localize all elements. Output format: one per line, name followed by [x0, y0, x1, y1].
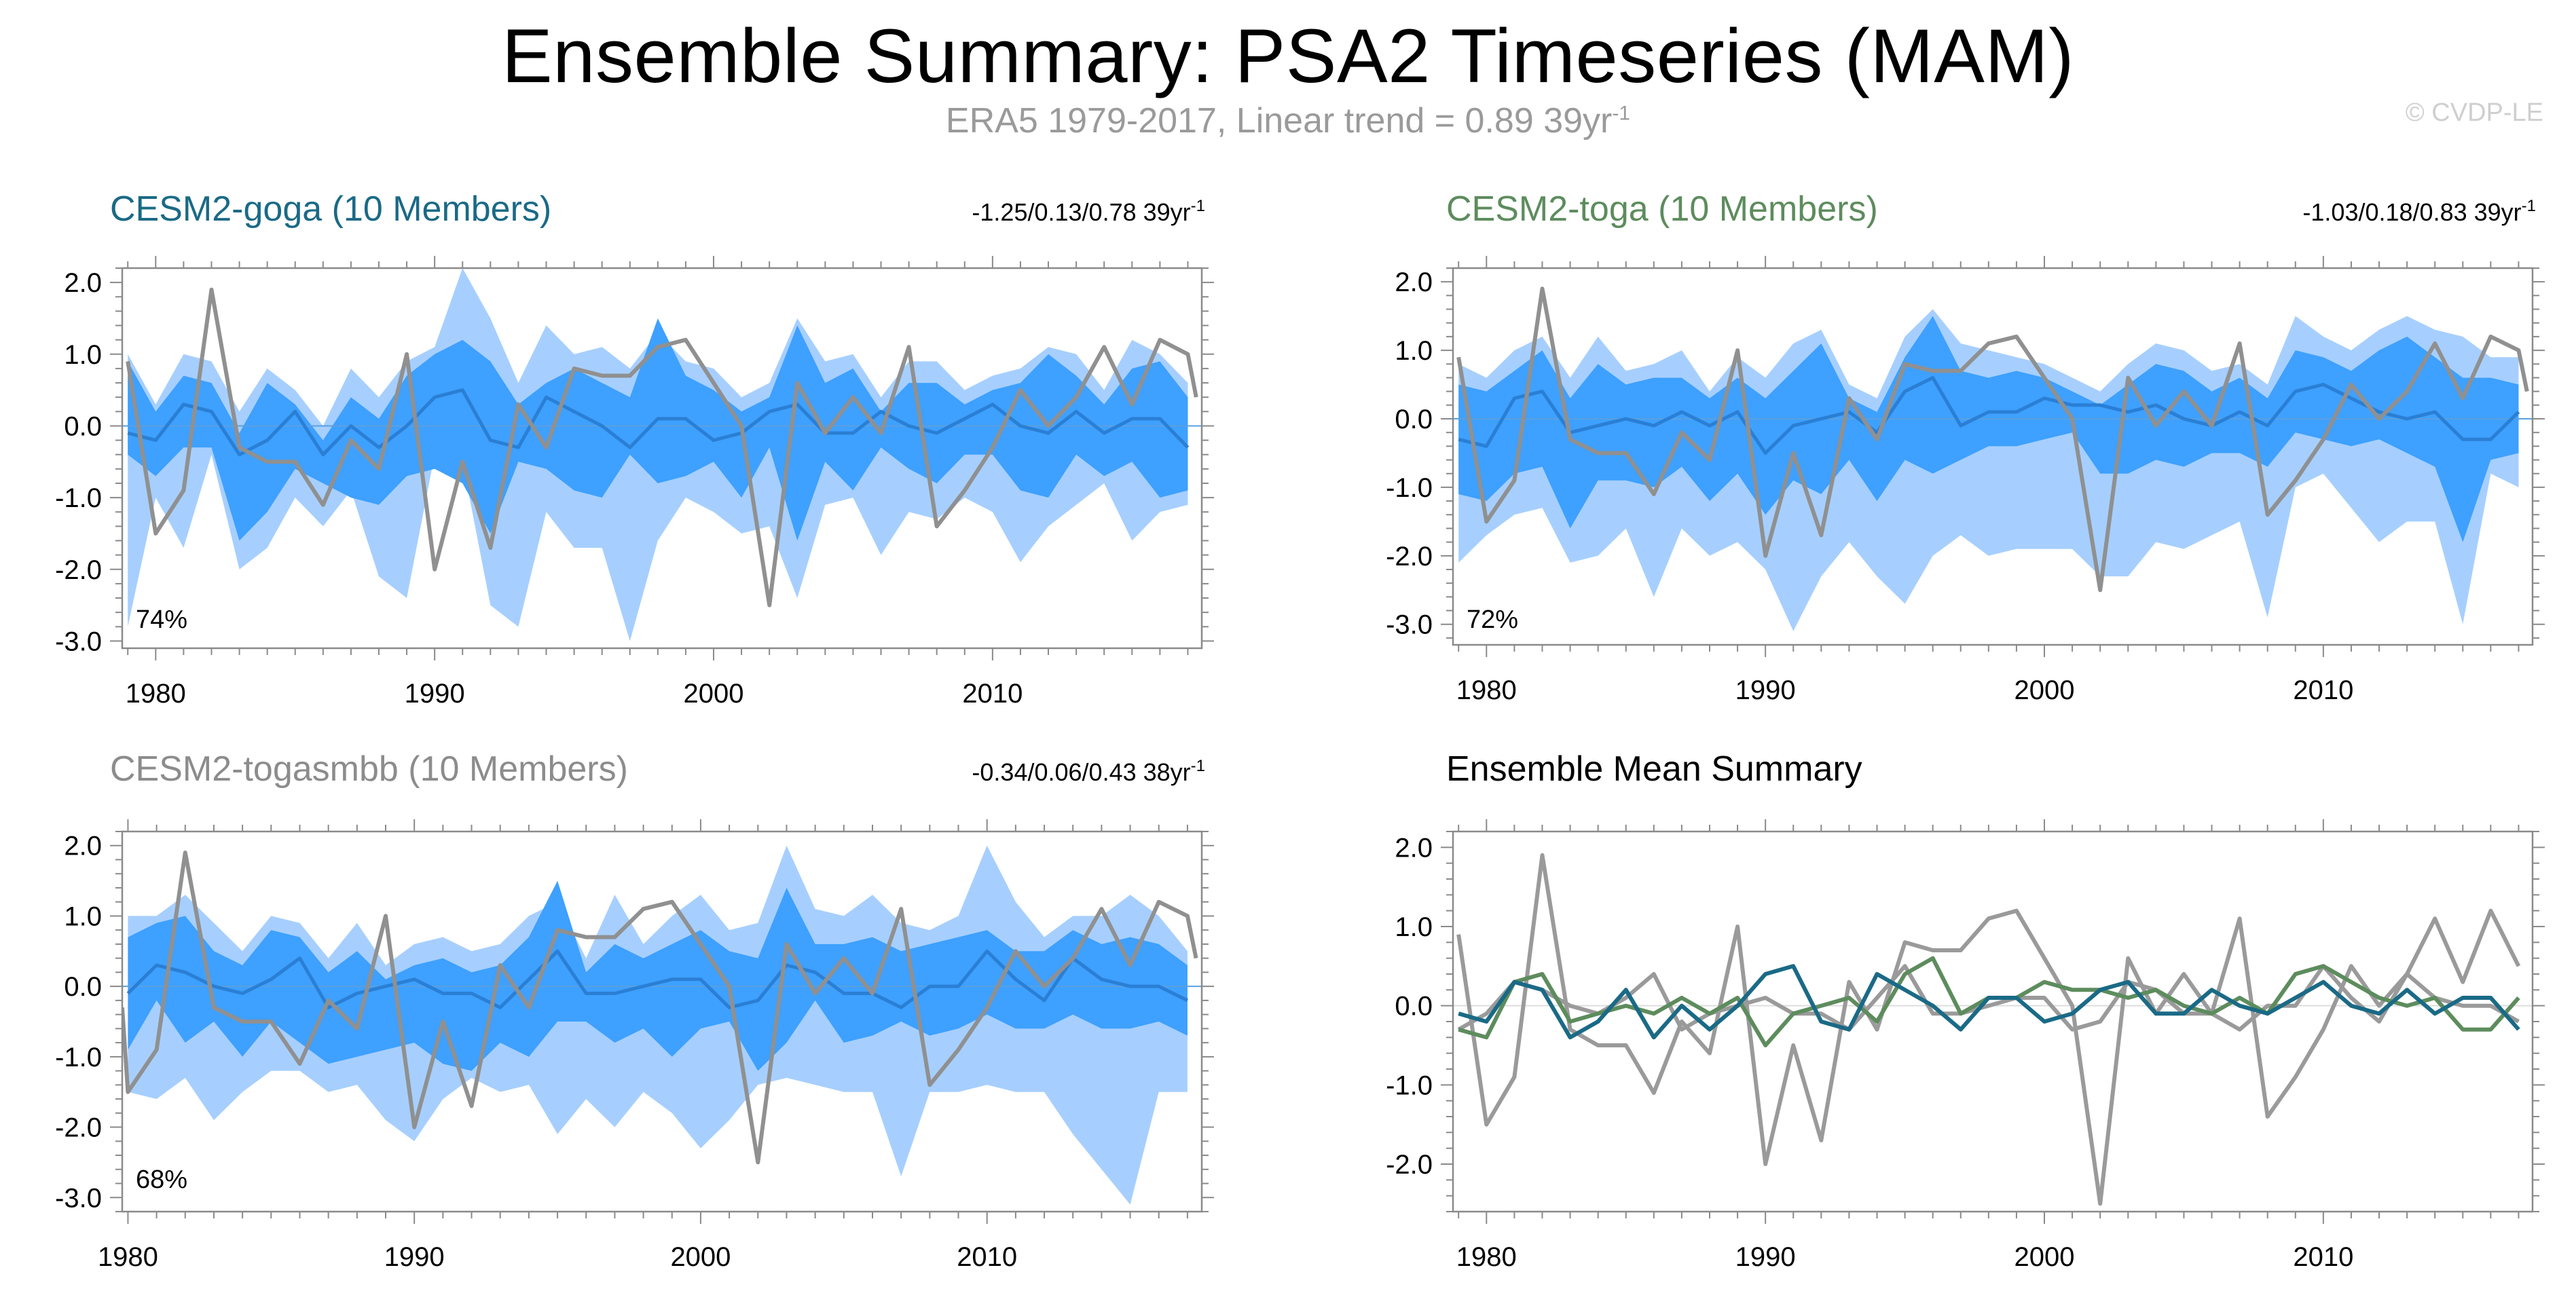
y-tick-label: 1.0 — [64, 340, 102, 370]
y-tick-label: -2.0 — [1386, 1150, 1433, 1180]
observed-line — [126, 287, 1198, 608]
x-tick-label: 2010 — [2293, 675, 2353, 705]
plot-area — [1453, 853, 2533, 1206]
copyright-label: © CVDP-LE — [2405, 98, 2543, 127]
y-tick-label: 2.0 — [64, 268, 102, 298]
plot-frame — [1452, 830, 2534, 1213]
trend-exponent: -1 — [1191, 757, 1205, 775]
panel-title: Ensemble Mean Summary — [1446, 749, 1862, 789]
y-tick-label: -3.0 — [1386, 610, 1433, 640]
chart-panel-2: CESM2-toga (10 Members) -1.03/0.18/0.83 3… — [1386, 189, 2545, 705]
series-line-cesm2-togasmbb — [1457, 964, 2520, 1032]
plot-frame — [1452, 267, 2534, 646]
series-line-era5 — [1456, 853, 2521, 1206]
chart-panel-1: CESM2-goga (10 Members) -1.25/0.13/0.78 3… — [55, 189, 1214, 709]
panel-title: CESM2-togasmbb (10 Members) — [110, 749, 628, 789]
observed-line — [1456, 286, 2529, 593]
y-tick-label: 1.0 — [1395, 336, 1433, 366]
inner-spread-band — [1458, 316, 2519, 542]
x-tick-label: 2010 — [2293, 1242, 2353, 1272]
y-tick-label: 0.0 — [1395, 405, 1433, 434]
x-tick-label: 2010 — [962, 679, 1023, 709]
y-tick-label: 1.0 — [1395, 912, 1433, 942]
subtitle: ERA5 1979-2017, Linear trend = 0.89 39yr… — [0, 100, 2576, 141]
y-tick-label: -2.0 — [55, 555, 102, 585]
x-tick-label: 2000 — [670, 1242, 731, 1272]
trend-label: -1.25/0.13/0.78 39yr-1 — [972, 197, 1205, 226]
trend-label: -1.03/0.18/0.83 39yr-1 — [2302, 197, 2536, 226]
x-tick-label: 1990 — [1735, 675, 1796, 705]
ensemble-mean-line — [1458, 376, 2520, 455]
plot-area — [1453, 286, 2533, 631]
y-tick-label: -1.0 — [1386, 473, 1433, 503]
y-tick-label: -2.0 — [55, 1113, 102, 1143]
x-tick-label: 2010 — [957, 1242, 1017, 1272]
ensemble-mean-line — [127, 388, 1190, 457]
trend-exponent: -1 — [1191, 197, 1205, 215]
chart-panel-3: CESM2-togasmbb (10 Members) -0.34/0.06/0.… — [55, 749, 1214, 1272]
y-tick-label: -1.0 — [1386, 1070, 1433, 1100]
trend-exponent: -1 — [2522, 197, 2536, 215]
panel-title: CESM2-goga (10 Members) — [110, 189, 551, 229]
page-title: Ensemble Summary: PSA2 Timeseries (MAM) — [501, 14, 2075, 98]
x-tick-label: 2000 — [2014, 675, 2075, 705]
percent-label: 72% — [1467, 605, 1518, 634]
y-tick-label: -2.0 — [1386, 542, 1433, 572]
subtitle-exponent: -1 — [1612, 102, 1631, 125]
y-tick-label: 1.0 — [64, 901, 102, 931]
y-tick-label: 0.0 — [1395, 992, 1433, 1022]
y-tick-label: -1.0 — [55, 483, 102, 513]
series-line-cesm2-goga — [1458, 964, 2520, 1040]
trend-label: -0.34/0.06/0.43 38yr-1 — [972, 757, 1205, 786]
x-tick-label: 1990 — [1735, 1242, 1796, 1272]
percent-label: 74% — [136, 605, 187, 634]
x-tick-label: 1980 — [1456, 1242, 1517, 1272]
subtitle-text: ERA5 1979-2017, Linear trend = 0.89 39yr — [945, 101, 1613, 141]
y-tick-label: 2.0 — [1395, 833, 1433, 863]
x-tick-label: 1990 — [405, 679, 465, 709]
x-tick-label: 1990 — [384, 1242, 445, 1272]
inner-spread-band — [128, 318, 1188, 541]
x-tick-label: 1980 — [1456, 675, 1517, 705]
y-tick-label: -3.0 — [55, 1183, 102, 1213]
x-tick-label: 2000 — [684, 679, 744, 709]
percent-label: 68% — [136, 1165, 187, 1194]
plot-frame — [121, 830, 1203, 1213]
y-tick-label: 0.0 — [64, 411, 102, 441]
plot-frame — [121, 267, 1203, 650]
panel-title: CESM2-toga (10 Members) — [1446, 189, 1878, 229]
y-tick-label: 0.0 — [64, 972, 102, 1002]
y-tick-label: 2.0 — [1395, 267, 1433, 297]
plot-area — [122, 268, 1202, 641]
chart-panel-4: Ensemble Mean Summary 2.0 1.0 0.0 -1.0 -2.0 19… — [1386, 749, 2545, 1272]
y-tick-label: 2.0 — [64, 831, 102, 861]
observed-line — [122, 851, 1198, 1165]
ensemble-mean-line — [126, 949, 1189, 1009]
y-tick-label: -3.0 — [55, 627, 102, 656]
y-tick-label: -1.0 — [55, 1043, 102, 1072]
plot-area — [122, 845, 1202, 1205]
inner-spread-band — [128, 880, 1188, 1071]
x-tick-label: 1980 — [98, 1242, 158, 1272]
x-tick-label: 2000 — [2014, 1242, 2075, 1272]
x-tick-label: 1980 — [126, 679, 186, 709]
